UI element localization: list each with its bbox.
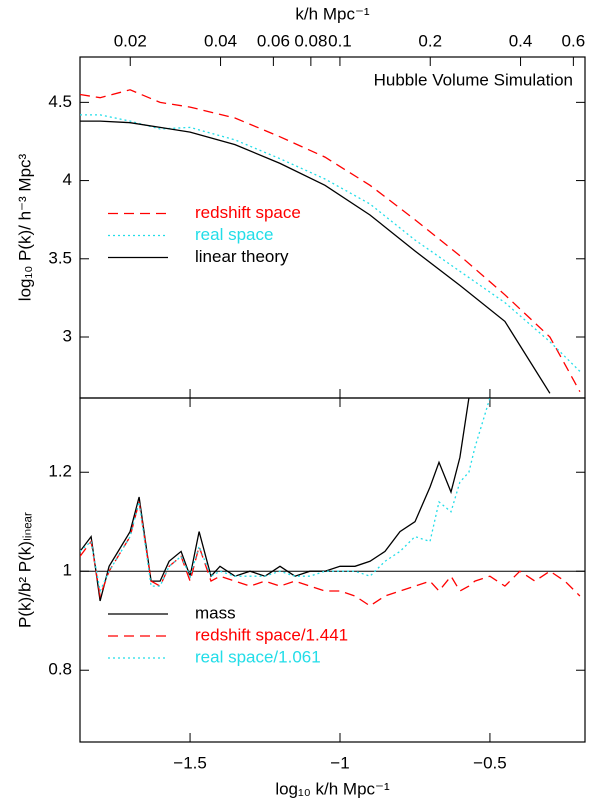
y-tick-label: 4 [63,170,72,189]
series-line [80,120,551,394]
series-line [80,114,581,372]
x2-axis-label: k/h Mpc⁻¹ [295,4,369,23]
y-axis-label: P(k)/b² P(k)ₗᵢₙₑₐᵣ [15,512,34,628]
y-tick-label: 1.2 [48,462,72,481]
x2-tick-label: 0.1 [328,31,352,50]
legend-label: real space/1.061 [195,647,321,666]
plot-area [80,398,581,607]
series-line [80,89,581,393]
top-panel-frame [79,56,586,399]
legend-label: mass [195,603,236,622]
y-tick-label: 4.5 [48,92,72,111]
x2-tick-label: 0.02 [114,31,147,50]
x2-tick-label: 0.04 [204,31,237,50]
series-line [80,501,581,607]
x2-tick-label: 0.08 [294,31,327,50]
legend-label: real space [195,225,273,244]
x2-tick-label: 0.6 [562,31,586,50]
y-tick-label: 3.5 [48,248,72,267]
y-tick-label: 1 [63,561,72,580]
x2-tick-label: 0.06 [257,31,290,50]
legend-label: linear theory [195,247,289,266]
series-line [80,398,470,602]
y-tick-label: 0.8 [48,660,72,679]
y-tick-label: 3 [63,326,72,345]
x2-tick-label: 0.2 [418,31,442,50]
x-tick-label: −1 [330,753,349,772]
annotation: Hubble Volume Simulation [374,70,573,89]
x2-tick-label: 0.4 [509,31,533,50]
x-axis-label: log₁₀ k/h Mpc⁻¹ [275,779,390,798]
x-tick-label: −1.5 [173,753,207,772]
series-line [80,398,491,594]
legend-label: redshift space [195,203,301,222]
legend-label: redshift space/1.441 [195,625,348,644]
x-tick-label: −0.5 [473,753,507,772]
y-axis-label: log₁₀ P(k)/ h⁻³ Mpc³ [15,153,34,301]
bottom-panel-frame [79,397,586,743]
plot-area [80,89,581,394]
